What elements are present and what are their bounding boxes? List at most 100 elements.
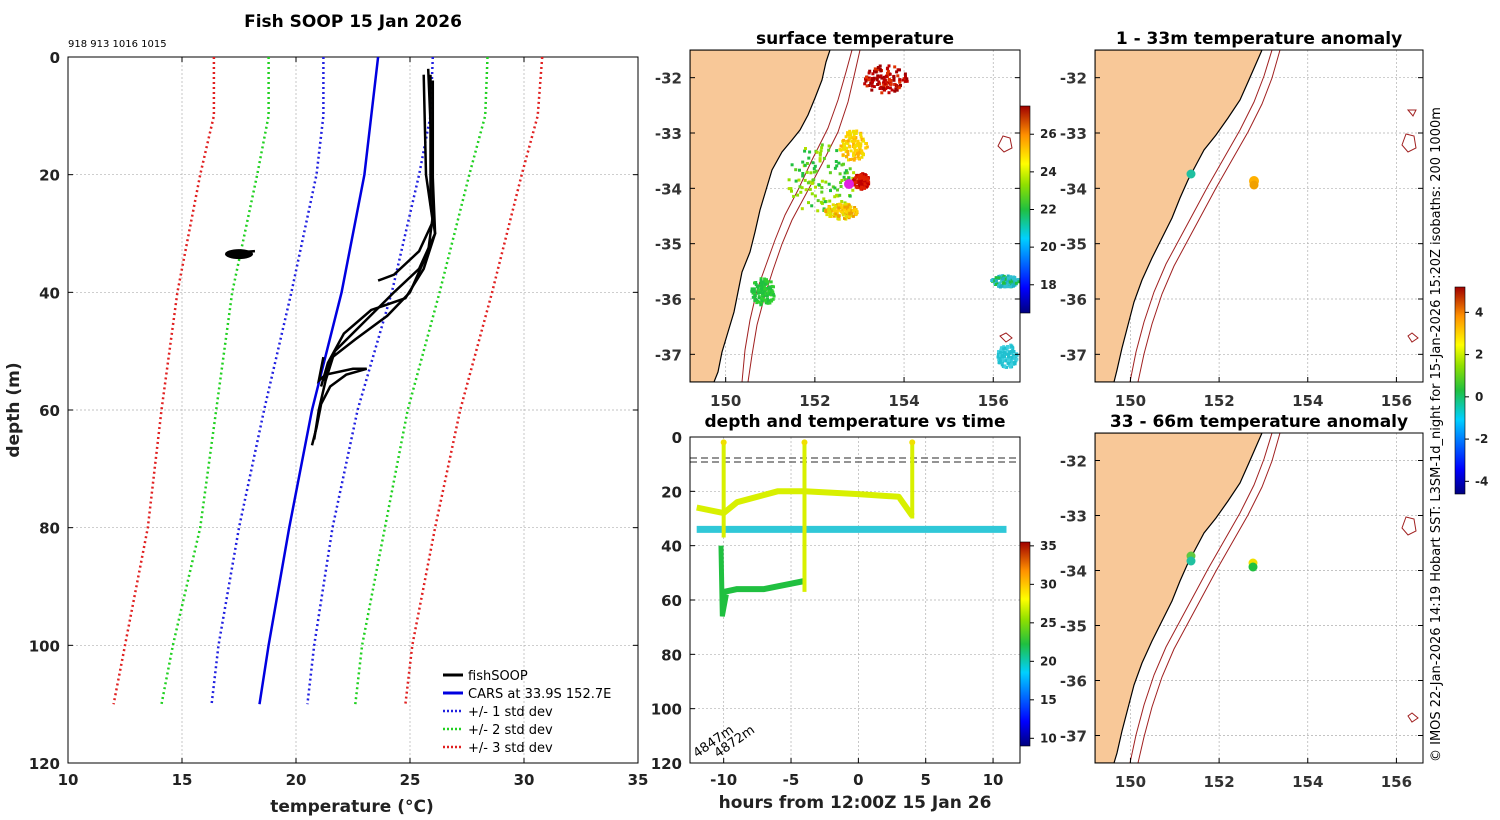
sst-pixel <box>846 139 850 143</box>
sst-pixel <box>833 166 837 170</box>
sst-pixel <box>814 185 817 189</box>
sst-lon-tick-label: 150 <box>710 392 741 410</box>
sst-pixel <box>848 129 852 133</box>
sst-pixel <box>990 279 994 282</box>
sst-pixel <box>856 139 860 143</box>
sst-pixel <box>1007 355 1011 359</box>
sst-pixel <box>770 284 774 288</box>
sst-pixel <box>805 162 809 165</box>
sst-pixel <box>845 171 849 175</box>
sst-pixel <box>763 298 767 302</box>
sst-pixel <box>759 278 763 282</box>
sst-pixel <box>754 283 758 286</box>
anom1-seamount-contours <box>1401 109 1419 343</box>
sst-pixel <box>825 213 829 217</box>
sst-pixel <box>857 175 861 179</box>
legend-std2: +/- 2 std dev <box>468 723 553 738</box>
sst-pixel <box>998 356 1002 360</box>
sst-pixel <box>867 76 871 80</box>
sst-lat-tick-label: -37 <box>655 346 682 364</box>
anom1-title: 1 - 33m temperature anomaly <box>1116 29 1402 49</box>
sst-pixel <box>1006 361 1010 365</box>
fishsoop-cast-line <box>322 80 435 382</box>
sst-pixel <box>820 179 824 183</box>
anom1-lon-tick-label: 152 <box>1203 392 1234 410</box>
anom2-title: 33 - 66m temperature anomaly <box>1110 412 1408 432</box>
sst-pixel <box>1008 350 1012 354</box>
sst-pixel <box>839 185 843 188</box>
profile-ytick-label: 40 <box>39 284 60 302</box>
sst-pixel <box>849 209 853 213</box>
sst-pixel <box>853 183 856 187</box>
sst-pixel <box>886 86 889 89</box>
sst-pixel <box>848 194 852 198</box>
sst-pixel <box>845 155 849 159</box>
sst-pixel <box>848 206 852 210</box>
sst-pixel <box>997 353 1001 357</box>
sst-pixel <box>871 72 875 76</box>
sst-pixel <box>889 79 893 82</box>
anom2-lat-tick-label: -37 <box>1060 728 1087 746</box>
sst-pixel <box>852 132 856 136</box>
sst-pixel <box>811 161 815 165</box>
ts-cbar-tick-label: 35 <box>1040 539 1057 553</box>
sst-pixel <box>771 292 775 296</box>
sst-pixel <box>1007 281 1011 285</box>
sst-pixel <box>824 180 828 184</box>
sst-pixel <box>828 205 832 209</box>
sst-pixel <box>832 209 836 213</box>
sst-pixel <box>898 68 901 72</box>
sst-pixel <box>1001 274 1005 278</box>
sst-pixel <box>895 70 899 74</box>
profile-xtick-label: 20 <box>286 771 307 789</box>
sst-pixel <box>841 213 845 217</box>
anom2-axes-box <box>1094 432 1424 764</box>
sst-pixel <box>851 214 855 218</box>
sst-pixel <box>807 156 811 160</box>
sst-pixel <box>883 78 887 82</box>
sst-pixel <box>857 176 861 180</box>
sst-pixel <box>755 301 759 305</box>
sst-land <box>690 50 831 382</box>
sst-pixel <box>887 91 891 95</box>
sst-pixel <box>864 183 868 187</box>
sst-pixel <box>887 78 891 82</box>
sst-pixel <box>755 284 759 288</box>
sst-pixel <box>864 79 868 83</box>
anom2-lat-tick-label: -33 <box>1060 508 1087 526</box>
sst-pixel <box>903 72 907 76</box>
legend-std3: +/- 3 std dev <box>468 741 553 756</box>
sst-pixel <box>833 206 836 210</box>
sst-pixel <box>763 277 767 281</box>
profile-xlabel: temperature (°C) <box>270 797 434 817</box>
sst-pixel <box>884 75 888 79</box>
sst-pixel <box>794 168 798 172</box>
sst-pixel <box>859 135 863 139</box>
sst-pixel <box>848 167 852 171</box>
sst-cbar-tick-label: 18 <box>1040 278 1057 292</box>
sst-pixel <box>888 86 892 90</box>
ts-ytick-label: 40 <box>661 538 682 556</box>
sst-lat-tick-label: -32 <box>655 70 682 88</box>
sst-pixel <box>857 141 860 145</box>
sst-pixel <box>1003 350 1007 354</box>
sst-pixel <box>874 70 878 74</box>
sst-pixel <box>848 145 852 149</box>
fishsoop-cast-line <box>310 356 368 446</box>
sst-pixel <box>852 140 856 144</box>
ts-cbar-tick-label: 10 <box>1040 731 1057 745</box>
sst-pixel <box>1017 280 1020 284</box>
sst-pixel <box>1006 345 1010 349</box>
sst-pixel <box>808 187 812 191</box>
sst-pixel <box>998 359 1002 363</box>
sst-pixel <box>763 287 767 291</box>
profile-panel: Fish SOOP 15 Jan 2026 918 913 1016 1015 … <box>4 12 648 817</box>
sst-panel: surface temperature 150 152 154 156 -32 -33 -3… <box>655 29 1057 410</box>
sst-pixel <box>842 138 846 142</box>
sst-pixel <box>882 81 885 85</box>
sst-pixel <box>865 142 868 145</box>
sst-pixel <box>1008 280 1012 284</box>
profile-grid <box>67 56 639 764</box>
anom2-panel: 33 - 66m temperature anomaly 150 152 154 15… <box>1060 412 1424 791</box>
ts-ytick-label: 20 <box>661 483 682 501</box>
